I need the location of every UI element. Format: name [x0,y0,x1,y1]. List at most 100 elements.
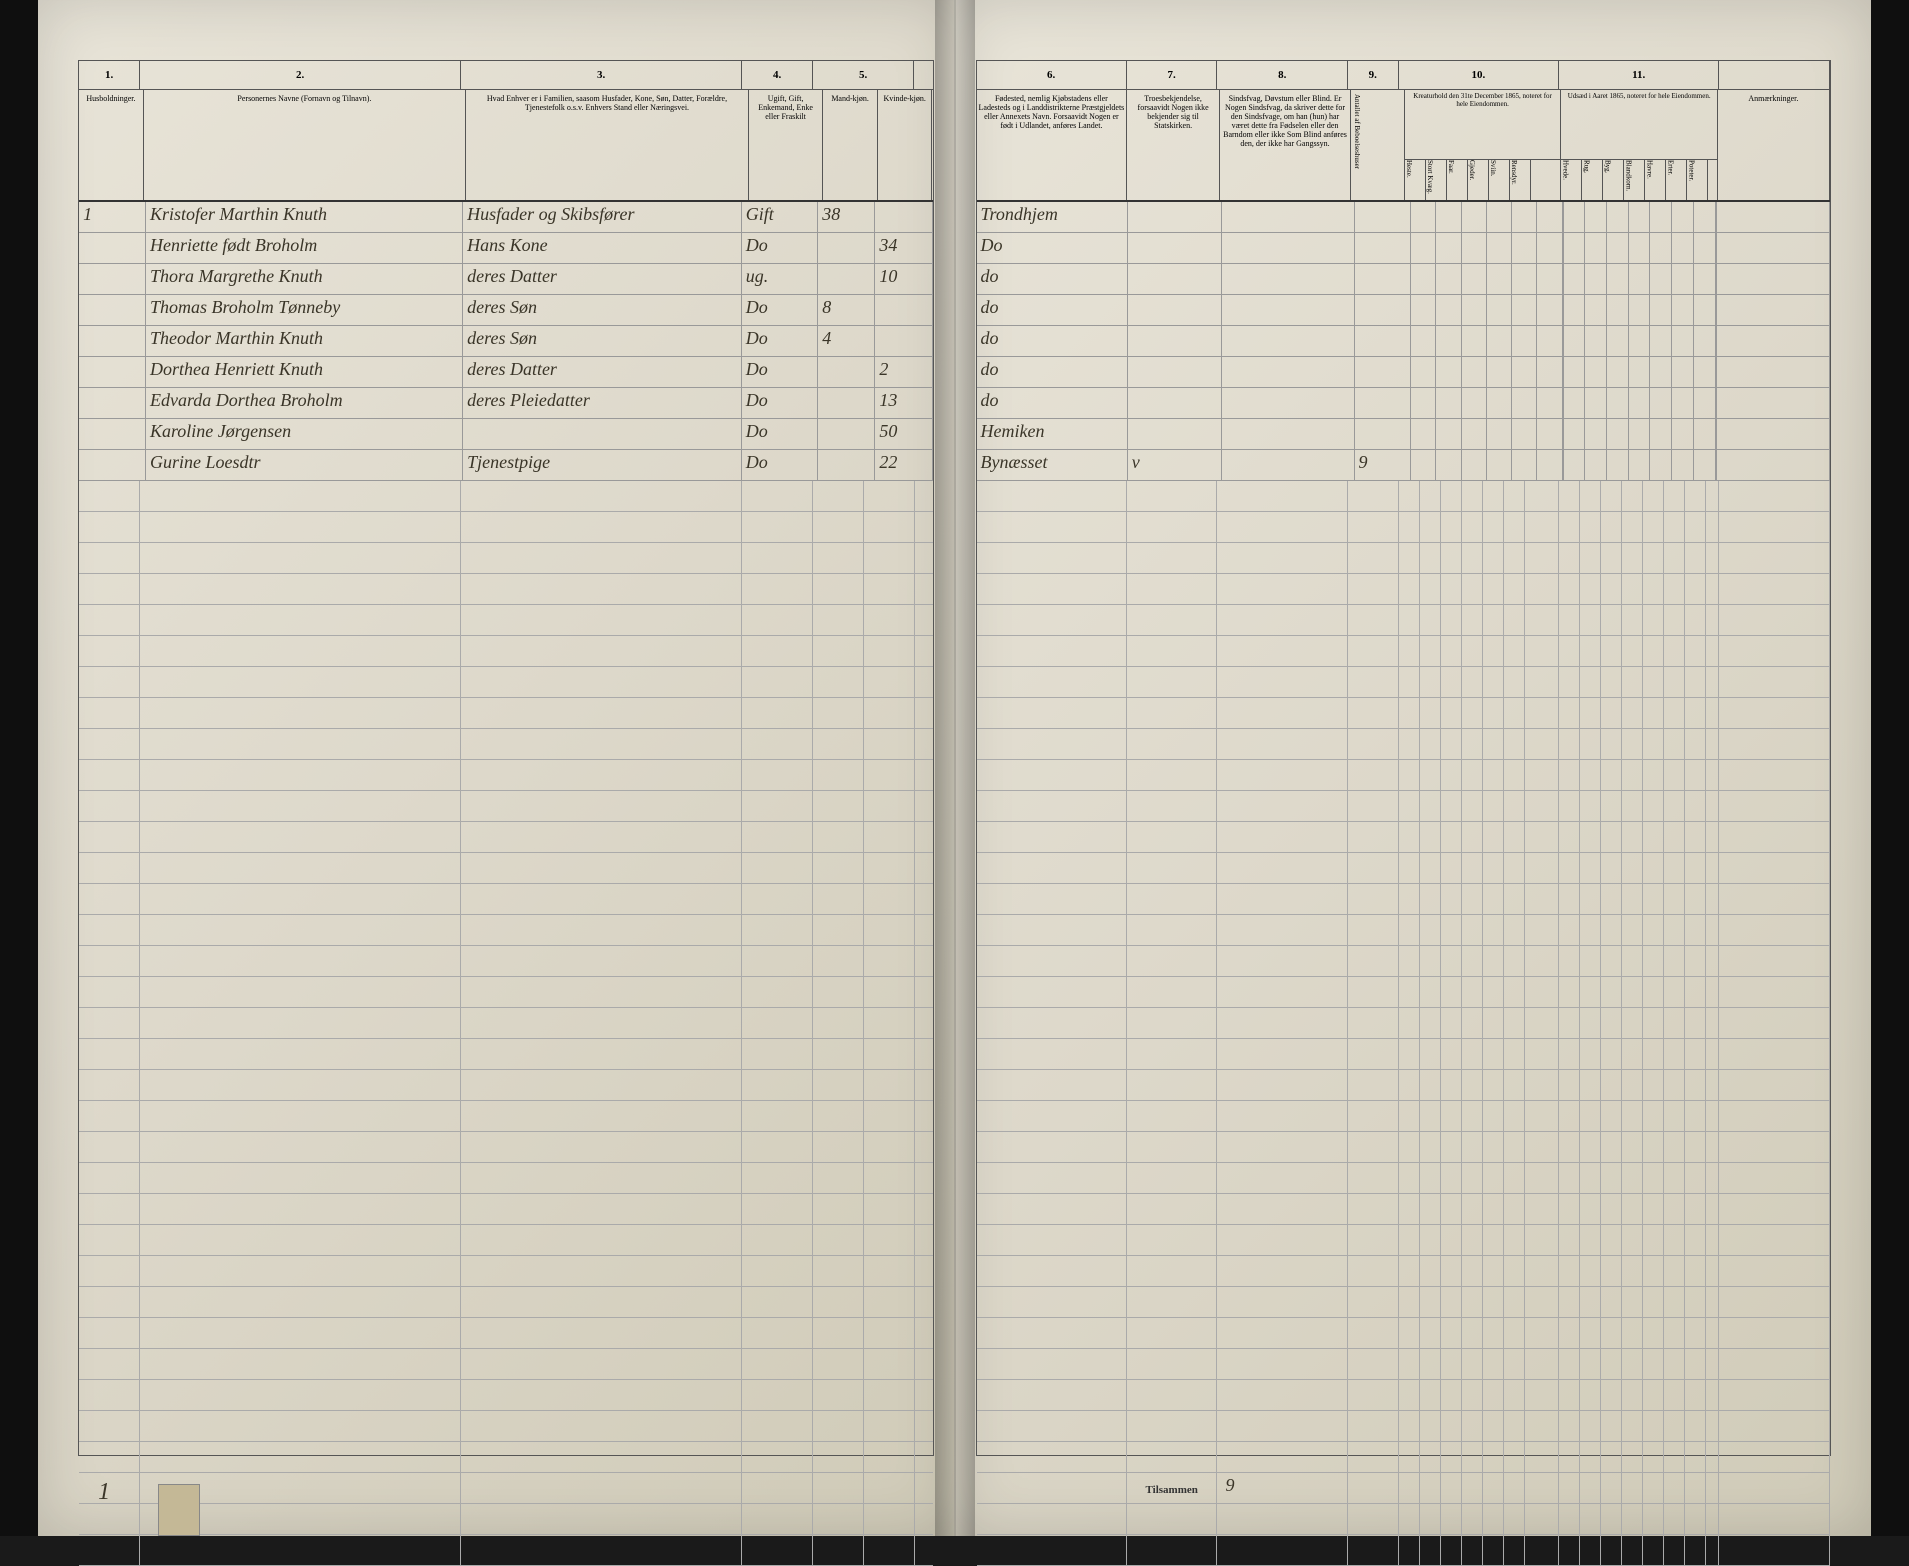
cell-livestock [1411,295,1436,325]
cell-seed [1694,233,1716,263]
cell-disability [1222,233,1354,263]
table-row: do [977,388,1830,419]
empty-row [79,1535,932,1566]
cell-livestock [1487,357,1512,387]
cell-seed [1672,357,1694,387]
cell-faith [1128,264,1222,294]
cell-faith [1128,295,1222,325]
cell-seed [1629,202,1651,232]
col-9-num: 9. [1348,61,1399,89]
empty-row [79,977,932,1008]
cell-livestock-group [1411,295,1564,325]
cell-livestock [1462,357,1487,387]
cell-seed [1607,388,1629,418]
cell-household [79,295,146,325]
empty-row [79,1349,932,1380]
empty-row [977,977,1830,1008]
cell-seed [1629,388,1651,418]
cell-livestock-group [1411,450,1564,480]
cell-seed-group [1564,295,1717,325]
cell-livestock [1411,419,1436,449]
cell-houses [1355,388,1411,418]
cell-livestock [1512,357,1537,387]
ledger-book: 1. 2. 3. 4. 5. Husboldninger. Personerne… [0,0,1909,1536]
cell-household [79,326,146,356]
cell-birthplace: do [977,264,1128,294]
cell-age-f [875,202,932,232]
cell-livestock [1537,202,1562,232]
cell-faith [1128,357,1222,387]
cell-livestock [1436,450,1461,480]
empty-row [79,1411,932,1442]
empty-row [79,1473,932,1504]
empty-row [977,574,1830,605]
cell-livestock [1487,450,1512,480]
empty-row [79,791,932,822]
cell-livestock [1411,388,1436,418]
cell-remarks [1717,357,1830,387]
empty-row [79,481,932,512]
col-7-num: 7. [1127,61,1218,89]
cell-seed [1650,357,1672,387]
empty-row [977,1473,1830,1504]
empty-row [977,791,1830,822]
cell-relation: deres Datter [463,357,742,387]
cell-status: Do [742,295,818,325]
cell-seed [1650,264,1672,294]
empty-row [977,636,1830,667]
cell-age-f [875,326,932,356]
cell-livestock [1436,388,1461,418]
cell-livestock [1512,419,1537,449]
empty-row [977,512,1830,543]
empty-row [977,1163,1830,1194]
cell-livestock [1436,357,1461,387]
col-11-subheaders: Hvede.Rug.Byg.Blandkorn.Havre.Erter.Pote… [1561,160,1717,200]
col-10-sub: Stort Kvæg. [1426,160,1447,200]
empty-row [79,1504,932,1535]
col-4-num: 4. [742,61,813,89]
cell-name: Henriette født Broholm [146,233,463,263]
cell-seed [1607,264,1629,294]
cell-household [79,450,146,480]
cell-seed [1564,233,1586,263]
cell-age-m [818,419,875,449]
cell-livestock-group [1411,357,1564,387]
cell-livestock [1512,326,1537,356]
cell-seed-group [1564,264,1717,294]
col-6-num: 6. [977,61,1127,89]
col-4-header: Ugift, Gift, Enkemand, Enke eller Fraski… [749,90,823,200]
cell-seed [1650,202,1672,232]
cell-houses: 9 [1355,450,1411,480]
col-10-header: Kreaturhold den 31te December 1865, note… [1405,90,1562,200]
col-10-subheaders: Heste.Stort Kvæg.Faar.Gjeder.Sviin.Rensd… [1405,160,1561,200]
empty-row [79,853,932,884]
empty-row [977,884,1830,915]
cell-birthplace: do [977,388,1128,418]
col-11-header-text: Udsæd i Aaret 1865, noteret for hele Eie… [1561,90,1717,160]
cell-remarks [1717,233,1830,263]
empty-row [977,1504,1830,1535]
col-1-header: Husboldninger. [79,90,144,200]
cell-age-m [818,264,875,294]
col-9-header-text: Antallet af Beboelseshuser [1353,94,1361,169]
cell-birthplace: Bynæsset [977,450,1128,480]
cell-birthplace: Hemiken [977,419,1128,449]
empty-row [79,822,932,853]
table-row: Bynæssetv9 [977,450,1830,481]
cell-name: Thora Margrethe Knuth [146,264,463,294]
cell-birthplace: do [977,357,1128,387]
cell-seed [1672,450,1694,480]
cell-seed [1650,450,1672,480]
cell-seed [1564,357,1586,387]
cell-household [79,419,146,449]
cell-status: Do [742,419,818,449]
cell-age-f: 13 [875,388,932,418]
col-11-sub: Havre. [1645,160,1666,200]
cell-livestock [1411,357,1436,387]
empty-row [79,1039,932,1070]
right-data-rows: TrondhjemDodododododoHemikenBynæssetv9 [977,202,1830,1566]
cell-age-f: 2 [875,357,932,387]
cell-seed [1607,450,1629,480]
cell-disability [1222,202,1354,232]
cell-livestock [1537,450,1562,480]
